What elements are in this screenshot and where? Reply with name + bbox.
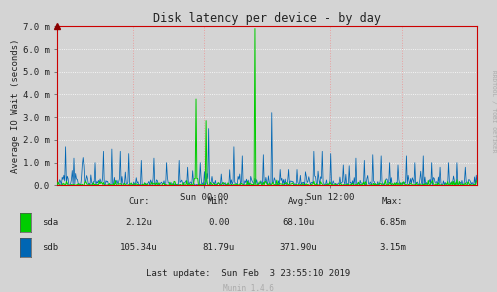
Text: 0.00: 0.00: [208, 218, 230, 227]
Text: 3.15m: 3.15m: [379, 243, 406, 252]
Text: sdb: sdb: [42, 243, 58, 252]
Text: 105.34u: 105.34u: [120, 243, 158, 252]
Text: 68.10u: 68.10u: [282, 218, 314, 227]
Text: Last update:  Sun Feb  3 23:55:10 2019: Last update: Sun Feb 3 23:55:10 2019: [147, 269, 350, 278]
Text: RRDTOOL / TOBI OETIKER: RRDTOOL / TOBI OETIKER: [491, 70, 496, 152]
Text: Max:: Max:: [382, 197, 404, 206]
Text: Munin 1.4.6: Munin 1.4.6: [223, 284, 274, 292]
Text: 6.85m: 6.85m: [379, 218, 406, 227]
Text: 81.79u: 81.79u: [203, 243, 235, 252]
Text: 2.12u: 2.12u: [126, 218, 153, 227]
Text: 371.90u: 371.90u: [279, 243, 317, 252]
Y-axis label: Average IO Wait (seconds): Average IO Wait (seconds): [11, 39, 20, 173]
Text: Min:: Min:: [208, 197, 230, 206]
Title: Disk latency per device - by day: Disk latency per device - by day: [153, 12, 381, 25]
Text: sda: sda: [42, 218, 58, 227]
Text: Avg:: Avg:: [287, 197, 309, 206]
Text: Cur:: Cur:: [128, 197, 150, 206]
